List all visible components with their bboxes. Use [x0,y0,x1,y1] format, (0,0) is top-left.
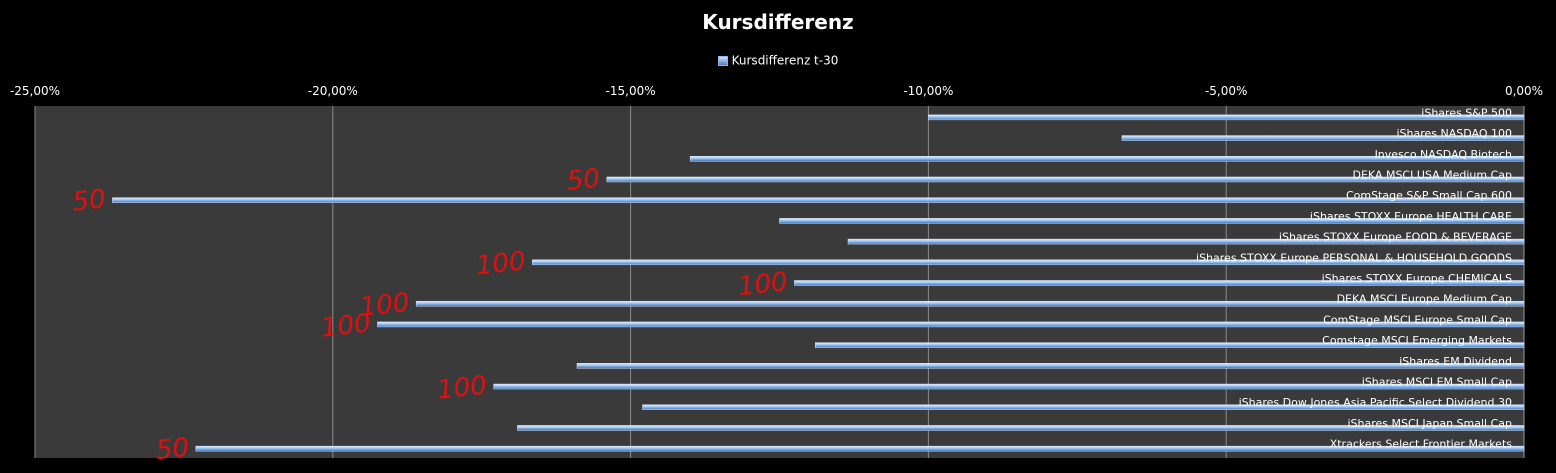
chart-title: Kursdifferenz [702,10,854,34]
category-label: DEKA MSCI Europe Medium Cap [1337,293,1512,306]
legend-label: Kursdifferenz t-30 [731,53,839,68]
category-label: iShares STOXX Europe CHEMICALS [1322,272,1512,285]
x-tick-label: -15,00% [606,84,656,98]
category-label: Comstage MSCI Emerging Markets [1322,334,1512,347]
x-tick-label: -20,00% [308,84,358,98]
x-tick-label: -25,00% [10,84,60,98]
legend: Kursdifferenz t-30 [0,53,1556,68]
category-label: iShares MSCI Japan Small Cap [1347,417,1512,430]
category-label: iShares MSCI EM Small Cap [1362,376,1512,389]
bar [112,197,1525,203]
category-label: iShares Dow Jones Asia Pacific Select Di… [1239,396,1512,409]
category-label: ComStage MSCI Europe Small Cap [1323,313,1512,326]
x-tick-label: -10,00% [903,84,953,98]
category-label: Invesco NASDAQ Biotech [1375,148,1512,161]
annotation: 100 [358,288,411,323]
bar [814,342,1525,348]
category-label: iShares STOXX Europe PERSONAL & HOUSEHOL… [1196,251,1512,264]
bar [195,445,1525,452]
annotation: 50 [154,433,190,466]
x-tick-label: 0,00% [1505,84,1543,98]
bar [779,218,1525,224]
bar [1121,135,1525,141]
legend-swatch [717,55,728,66]
x-tick-label: -5,00% [1205,84,1247,98]
bar [493,383,1525,390]
annotation: 50 [71,184,107,217]
category-label: iShares EM Dividend [1399,355,1512,368]
bar [517,425,1525,431]
bar [576,363,1525,369]
annotation: 100 [475,246,528,281]
annotation: 100 [320,309,373,344]
annotation: 100 [737,267,790,302]
bar [606,176,1525,183]
annotation: 50 [565,164,601,197]
bar [689,156,1525,162]
category-label: iShares STOXX Europe HEALTH CARE [1310,210,1512,223]
bar [928,114,1525,121]
category-label: DEKA MSCI USA Medium Cap [1353,168,1513,181]
bar [847,238,1525,245]
category-label: iShares S&P 500 [1421,106,1512,119]
category-label: ComStage S&P Small Cap 600 [1346,189,1512,202]
bar [642,404,1525,410]
bar [415,300,1525,307]
bar [794,280,1525,286]
bar [532,259,1525,266]
bar [377,321,1525,328]
annotation: 100 [436,371,489,406]
category-label: iShares STOXX Europe FOOD & BEVERAGE [1279,231,1512,244]
category-label: Xtrackers Select Frontier Markets [1330,438,1513,451]
category-label: iShares NASDAQ 100 [1396,127,1512,140]
